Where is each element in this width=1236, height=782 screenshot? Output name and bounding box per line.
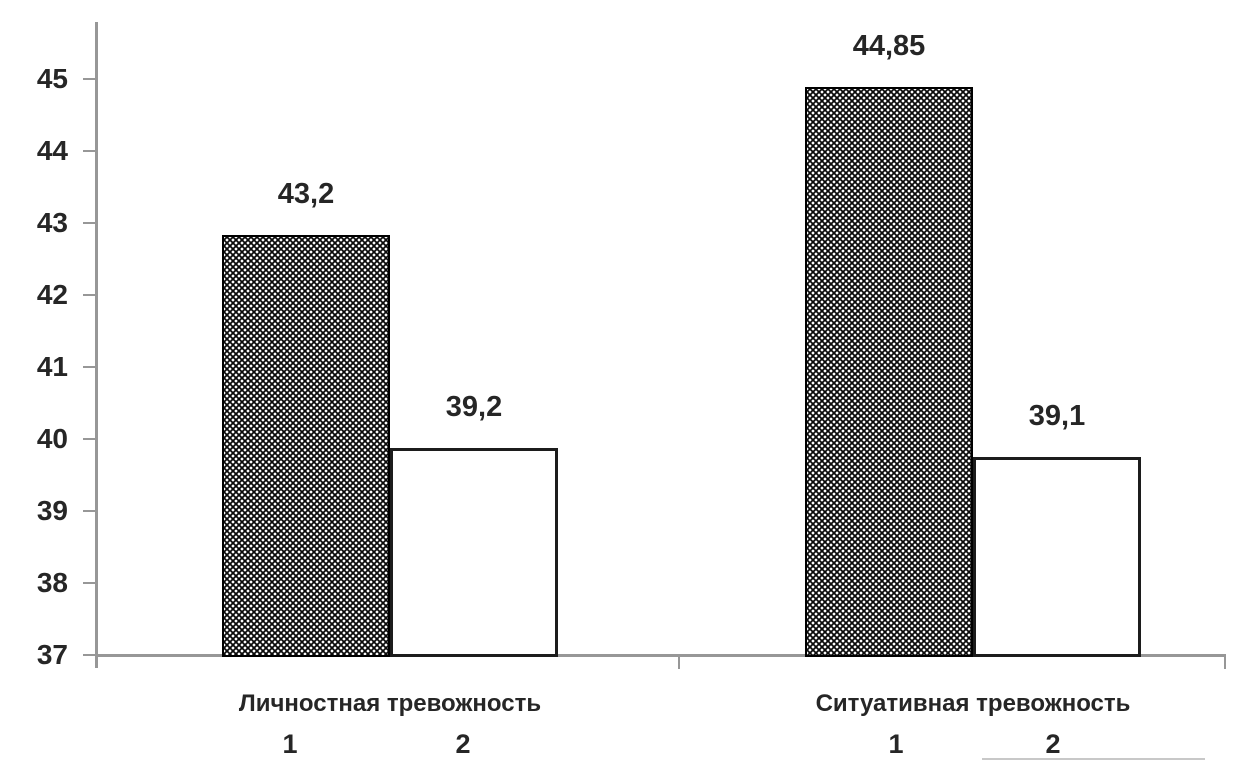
y-axis-label-38: 38 <box>36 567 68 598</box>
y-axis-label-40: 40 <box>36 423 68 454</box>
bar-group2-series1 <box>805 86 973 657</box>
x-axis-tick-1 <box>678 657 680 669</box>
y-axis-line <box>95 22 98 668</box>
y-axis-tick-42 <box>83 294 96 296</box>
y-axis-label-42: 42 <box>36 279 68 310</box>
value-label-group2-series2: 39,1 <box>1028 400 1086 432</box>
y-axis-label-39: 39 <box>36 495 68 526</box>
series-1-marker-group-2: 1 <box>888 729 904 759</box>
value-label-group1-series2: 39,2 <box>445 390 503 423</box>
y-axis-tick-43 <box>83 222 96 224</box>
bar-group2-series2 <box>973 457 1141 657</box>
y-axis-tick-37 <box>83 654 96 656</box>
x-axis-line <box>95 654 1226 657</box>
y-axis-label-37: 37 <box>36 639 68 670</box>
y-axis-tick-39 <box>83 510 96 512</box>
value-label-group1-series1: 43,2 <box>277 178 335 211</box>
series-1-marker-group-1: 1 <box>282 729 298 759</box>
y-axis-label-45: 45 <box>36 63 68 94</box>
series-2-marker-group-1: 2 <box>455 729 471 759</box>
y-axis-tick-41 <box>83 366 96 368</box>
series-2-underline <box>982 758 1205 760</box>
series-2-marker-group-2: 2 <box>1045 729 1061 759</box>
y-axis-label-44: 44 <box>36 135 68 166</box>
category-label-personal-anxiety: Личностная тревожность <box>238 690 542 717</box>
bar-group1-series2 <box>390 447 558 657</box>
bar-group1-series1 <box>222 235 390 657</box>
value-label-group2-series1: 44,85 <box>852 29 926 62</box>
y-axis-label-41: 41 <box>36 351 68 382</box>
category-label-situational-anxiety: Ситуативная тревожность <box>815 690 1131 717</box>
y-axis-tick-44 <box>83 150 96 152</box>
x-axis-tick-2 <box>1224 657 1226 669</box>
y-axis-tick-45 <box>83 78 96 80</box>
y-axis-tick-40 <box>83 438 96 440</box>
y-axis-label-43: 43 <box>36 207 68 238</box>
y-axis-tick-38 <box>83 582 96 584</box>
